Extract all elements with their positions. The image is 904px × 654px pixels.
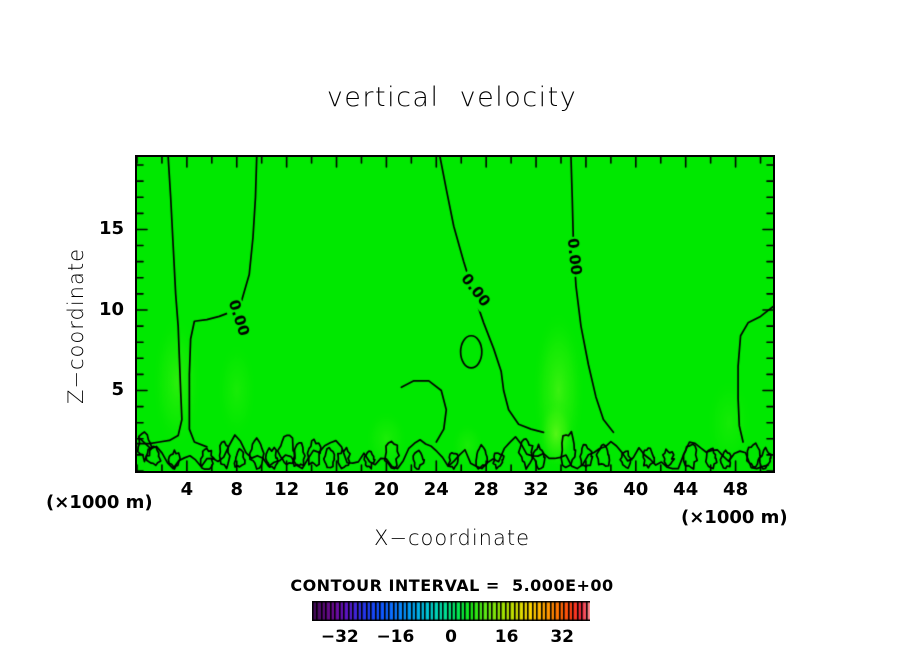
x-tick-12: 12	[274, 479, 300, 500]
x-tick-28: 28	[473, 479, 499, 500]
x-tick-48: 48	[723, 479, 749, 500]
x-tick-32: 32	[523, 479, 549, 500]
colorbar-tick-0: −32	[320, 627, 359, 647]
y-axis-title: Z−coordinate	[64, 248, 88, 404]
contour-plot-area	[135, 155, 775, 473]
x-tick-16: 16	[323, 479, 350, 500]
x-tick-8: 8	[230, 479, 244, 500]
page-title: vertical velocity	[326, 82, 578, 113]
x-tick-24: 24	[423, 479, 449, 500]
x-tick-4: 4	[180, 479, 194, 500]
x-tick-40: 40	[623, 479, 649, 500]
contour-field-canvas	[137, 157, 773, 471]
x-axis-title: X−coordinate	[374, 526, 530, 550]
colorbar-tick-2: 0	[445, 627, 457, 647]
colorbar-tick-3: 16	[494, 627, 519, 647]
x-axis-units-left: (×1000 m)	[46, 492, 153, 513]
colorbar-gradient	[312, 601, 590, 621]
x-tick-44: 44	[673, 479, 699, 500]
contour-interval-caption: CONTOUR INTERVAL = 5.000E+00	[290, 576, 614, 595]
colorbar-tick-1: −16	[376, 627, 415, 647]
y-tick-10: 10	[98, 298, 124, 320]
colorbar	[312, 601, 590, 621]
y-tick-15: 15	[98, 218, 124, 240]
x-axis-units-right: (×1000 m)	[681, 507, 788, 528]
colorbar-tick-4: 32	[550, 627, 575, 647]
x-tick-36: 36	[573, 479, 599, 500]
y-tick-5: 5	[111, 379, 124, 401]
x-tick-20: 20	[373, 479, 399, 500]
